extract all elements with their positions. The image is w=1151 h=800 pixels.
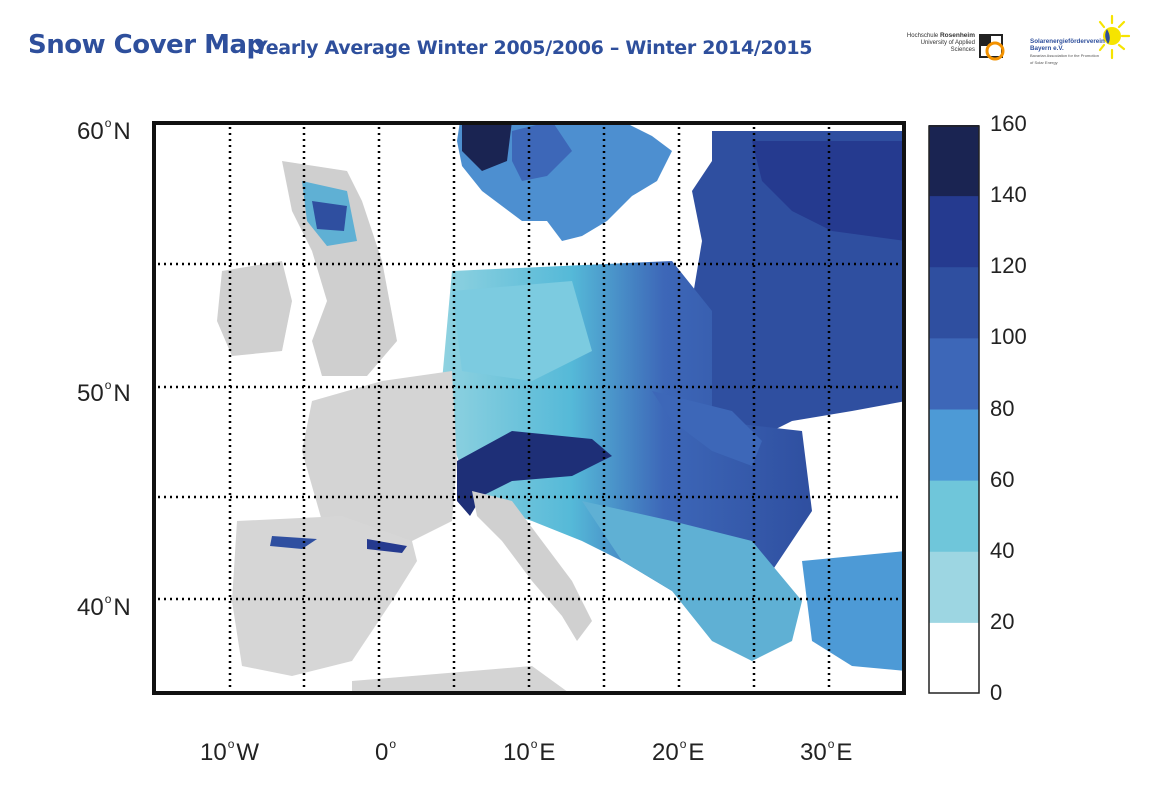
- colorbar-swatch: [929, 622, 979, 694]
- map-subtitle: Yearly Average Winter 2005/2006 – Winter…: [254, 37, 813, 59]
- colorbar-tick-label: 20: [990, 608, 1015, 634]
- colorbar-tick-label: 40: [990, 537, 1015, 563]
- colorbar-swatch: [929, 551, 979, 624]
- colorbar-tick-label: 160: [990, 111, 1027, 136]
- colorbar-tick-label: 80: [990, 395, 1015, 421]
- colorbar-tick-label: 0: [990, 680, 1003, 705]
- north-africa-region: [352, 666, 572, 695]
- hochschule-emblem-icon: [979, 34, 1005, 61]
- colorbar-tick-label: 60: [990, 466, 1015, 492]
- logo2-small: Bavarian Association for the Promotion o…: [1030, 53, 1099, 65]
- hochschule-rosenheim-logo: Hochschule Rosenheim University of Appli…: [903, 32, 1013, 66]
- snow-cover-map: [152, 121, 906, 695]
- lon-label-10e: 10oE: [503, 737, 556, 766]
- ireland-region: [217, 261, 292, 356]
- iberia-region: [232, 516, 417, 676]
- colorbar-tick-label: 140: [990, 182, 1027, 208]
- logo1-line1: Hochschule: [906, 33, 939, 39]
- lat-label-40: 40oN: [77, 592, 131, 621]
- colorbar-tick-label: 100: [990, 324, 1027, 350]
- lon-label-0: 0o: [375, 737, 397, 766]
- italy-region: [472, 491, 592, 641]
- map-title: Snow Cover Map: [28, 30, 265, 60]
- colorbar-swatch: [929, 338, 979, 410]
- solarenergie-verein-logo: Solarenergieförderverein Bayern e.V. Bav…: [1030, 14, 1130, 74]
- logo2-line1: Solarenergieförderverein: [1030, 38, 1105, 45]
- logo1-line2: University of Applied Sciences: [920, 40, 975, 53]
- colorbar-swatch: [929, 409, 979, 482]
- balkans-region: [582, 501, 802, 661]
- lat-label-50: 50oN: [77, 378, 131, 407]
- scandinavia-region: [457, 121, 672, 241]
- alps-region: [457, 431, 612, 516]
- colorbar: [928, 125, 980, 694]
- logo1-line1b: Rosenheim: [939, 32, 975, 39]
- sun-icon: [1098, 14, 1130, 60]
- france-region: [302, 371, 457, 551]
- lon-label-20e: 20oE: [652, 737, 705, 766]
- lat-label-60: 60oN: [77, 116, 131, 145]
- colorbar-swatch: [929, 480, 979, 553]
- lon-label-30e: 30oE: [800, 737, 853, 766]
- lon-label-10w: 10oW: [200, 737, 260, 766]
- turkey-region: [802, 551, 906, 671]
- logo2-line2: Bayern e.V.: [1030, 44, 1064, 52]
- colorbar-swatch: [929, 125, 979, 197]
- colorbar-swatch: [929, 196, 979, 268]
- colorbar-tick-label: 120: [990, 253, 1027, 279]
- colorbar-swatch: [929, 267, 979, 339]
